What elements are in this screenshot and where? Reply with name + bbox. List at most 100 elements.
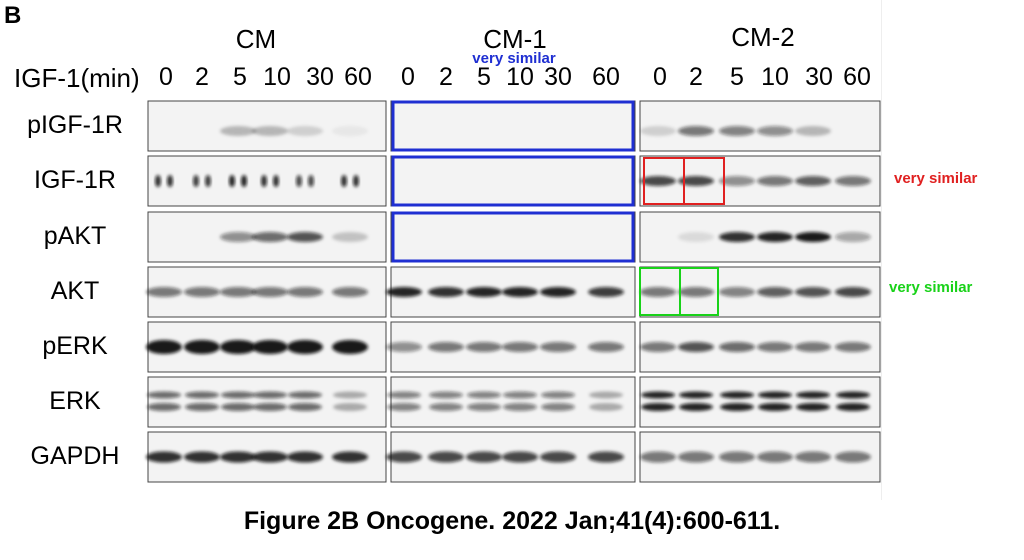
blot-band	[428, 342, 464, 352]
blot-band	[252, 232, 288, 242]
green-highlight-box	[679, 267, 719, 316]
row-label: pIGF-1R	[27, 111, 123, 139]
blot-band	[386, 342, 422, 352]
time-tick: 60	[592, 63, 620, 91]
time-tick: 10	[506, 63, 534, 91]
blot-band	[220, 287, 256, 297]
time-tick: 0	[653, 63, 667, 91]
blue-highlight-box	[391, 100, 635, 152]
blot-band	[795, 342, 831, 352]
blot-panel	[639, 100, 881, 152]
blot-band	[428, 451, 464, 463]
blot-band	[308, 175, 314, 187]
blot-band	[146, 287, 182, 297]
blot-band	[229, 175, 235, 187]
blot-band	[678, 126, 714, 136]
blot-band	[185, 391, 219, 399]
blot-band	[288, 391, 322, 399]
blot-band	[503, 403, 537, 411]
blot-band	[836, 391, 870, 399]
blot-band	[719, 232, 755, 242]
blot-band	[678, 176, 714, 186]
blot-band	[640, 287, 676, 297]
blot-band	[835, 342, 871, 352]
row-label: GAPDH	[30, 442, 120, 470]
blot-panel	[390, 376, 636, 428]
blot-band	[679, 403, 713, 411]
blot-band	[796, 391, 830, 399]
blot-band	[835, 232, 871, 242]
blot-band	[467, 391, 501, 399]
blot-panel	[147, 100, 387, 152]
blot-band	[836, 403, 870, 411]
blot-band	[205, 175, 211, 187]
blot-band	[640, 176, 676, 186]
blot-band	[758, 391, 792, 399]
blot-band	[679, 391, 713, 399]
time-tick: 5	[233, 63, 247, 91]
group-label-cm-1: CM-1	[483, 24, 547, 54]
blot-band	[341, 175, 347, 187]
blot-band	[287, 340, 323, 354]
blot-band	[541, 403, 575, 411]
blot-band	[220, 232, 256, 242]
blot-band	[540, 451, 576, 463]
blot-band	[332, 126, 368, 136]
blue-annotation: very similar	[472, 50, 556, 67]
blot-band	[429, 391, 463, 399]
blot-band	[252, 451, 288, 463]
blot-band	[502, 287, 538, 297]
divider	[881, 0, 882, 500]
blot-band	[541, 391, 575, 399]
blot-band	[719, 287, 755, 297]
blot-band	[795, 126, 831, 136]
blot-panel	[147, 376, 387, 428]
blue-highlight-box	[391, 155, 635, 207]
blot-panel	[639, 376, 881, 428]
blot-band	[795, 232, 831, 242]
blot-band	[641, 391, 675, 399]
blot-band	[758, 403, 792, 411]
blot-band	[428, 287, 464, 297]
blot-band	[757, 126, 793, 136]
blot-band	[220, 451, 256, 463]
blot-band	[678, 451, 714, 463]
blot-band	[757, 287, 793, 297]
blot-band	[466, 287, 502, 297]
blot-band	[720, 403, 754, 411]
blot-band	[184, 287, 220, 297]
blot-band	[757, 176, 793, 186]
time-tick: 60	[843, 63, 871, 91]
blot-band	[220, 126, 256, 136]
blot-band	[296, 175, 302, 187]
row-label: pERK	[42, 332, 108, 360]
blot-band	[287, 126, 323, 136]
blot-band	[589, 403, 623, 411]
time-tick: 5	[477, 63, 491, 91]
time-tick: 10	[761, 63, 789, 91]
blot-band	[252, 126, 288, 136]
blot-band	[333, 391, 367, 399]
blot-band	[386, 287, 422, 297]
blot-band	[589, 391, 623, 399]
blot-panel	[390, 211, 636, 263]
blot-band	[640, 451, 676, 463]
time-tick: 60	[344, 63, 372, 91]
blot-panel	[390, 100, 636, 152]
time-tick: 30	[544, 63, 572, 91]
blot-band	[719, 126, 755, 136]
blot-band	[719, 176, 755, 186]
blot-band	[253, 391, 287, 399]
blot-band	[221, 403, 255, 411]
blot-band	[678, 287, 714, 297]
blot-band	[387, 391, 421, 399]
blot-band	[540, 342, 576, 352]
blot-band	[835, 287, 871, 297]
blot-band	[241, 175, 247, 187]
time-tick: 2	[439, 63, 453, 91]
western-blot-image	[146, 100, 881, 483]
time-tick: 2	[689, 63, 703, 91]
blot-band	[184, 340, 220, 354]
blot-band	[273, 175, 279, 187]
blot-band	[719, 342, 755, 352]
